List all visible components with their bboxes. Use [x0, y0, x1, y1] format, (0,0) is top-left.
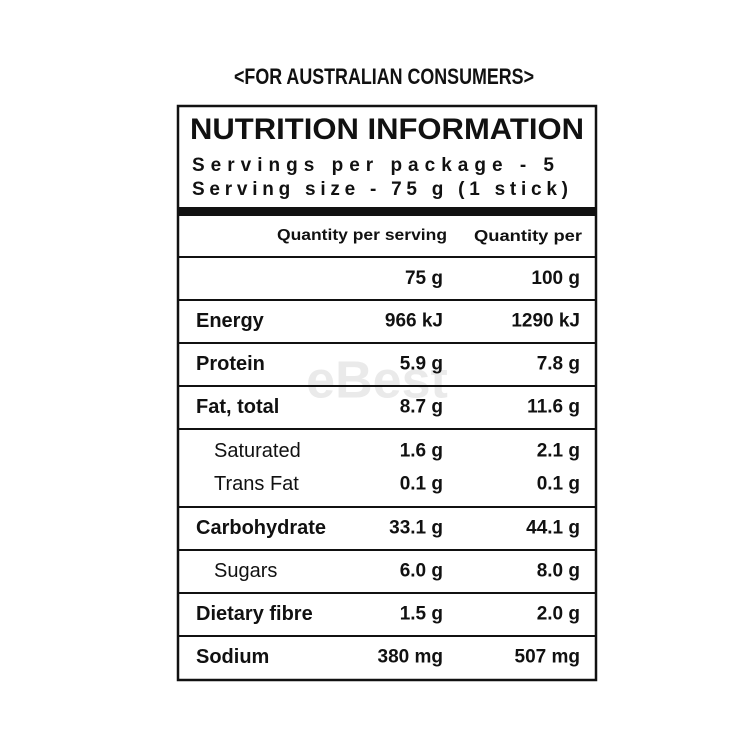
per-serving: 1.6 g: [400, 441, 443, 462]
nutrient: Energy: [196, 310, 265, 332]
per-100g: 507 mg: [515, 647, 580, 668]
nutrient: Sodium: [196, 646, 269, 668]
per-serving: 966 kJ: [385, 311, 443, 332]
per-serving: 380 mg: [378, 647, 443, 668]
column-header: Quantity per serving: [277, 227, 447, 244]
per-serving: 1.5 g: [400, 604, 443, 625]
per-100g: 11.6 g: [527, 397, 580, 418]
thick-rule: [178, 207, 596, 216]
nutrient: Protein: [196, 353, 265, 375]
per-100g: 7.8 g: [537, 354, 580, 375]
per-serving: 33.1 g: [389, 518, 443, 539]
caption: <FOR AUSTRALIAN CONSUMERS>: [234, 64, 534, 89]
nutrient: Trans Fat: [214, 473, 299, 495]
per-serving: 6.0 g: [400, 561, 443, 582]
per-serving: 0.1 g: [400, 474, 443, 495]
unit: 100 g: [531, 268, 580, 289]
table-border: [176, 104, 598, 682]
nutrient: Sugars: [214, 560, 277, 582]
nutrient: Saturated: [214, 440, 301, 462]
per-100g: 0.1 g: [537, 474, 580, 495]
title: NUTRITION INFORMATION: [190, 113, 584, 146]
per-100g: 1290 kJ: [511, 311, 580, 332]
per-100g: 44.1 g: [526, 518, 580, 539]
watermark: eBest: [306, 352, 448, 410]
column-header: Quantity per: [474, 228, 582, 245]
per-100g: 2.0 g: [537, 604, 580, 625]
nutrient: Carbohydrate: [196, 517, 326, 539]
per-100g: 2.1 g: [537, 441, 580, 462]
per-100g: 8.0 g: [537, 561, 580, 582]
unit: 75 g: [405, 268, 443, 289]
per-serving: 5.9 g: [400, 354, 443, 375]
rows: Quantity per serving Quantity per 75 g 100 …: [178, 227, 596, 668]
nutrient: Dietary fibre: [196, 603, 313, 625]
nutrient: Fat, total: [196, 396, 279, 418]
per-serving: 8.7 g: [400, 397, 443, 418]
